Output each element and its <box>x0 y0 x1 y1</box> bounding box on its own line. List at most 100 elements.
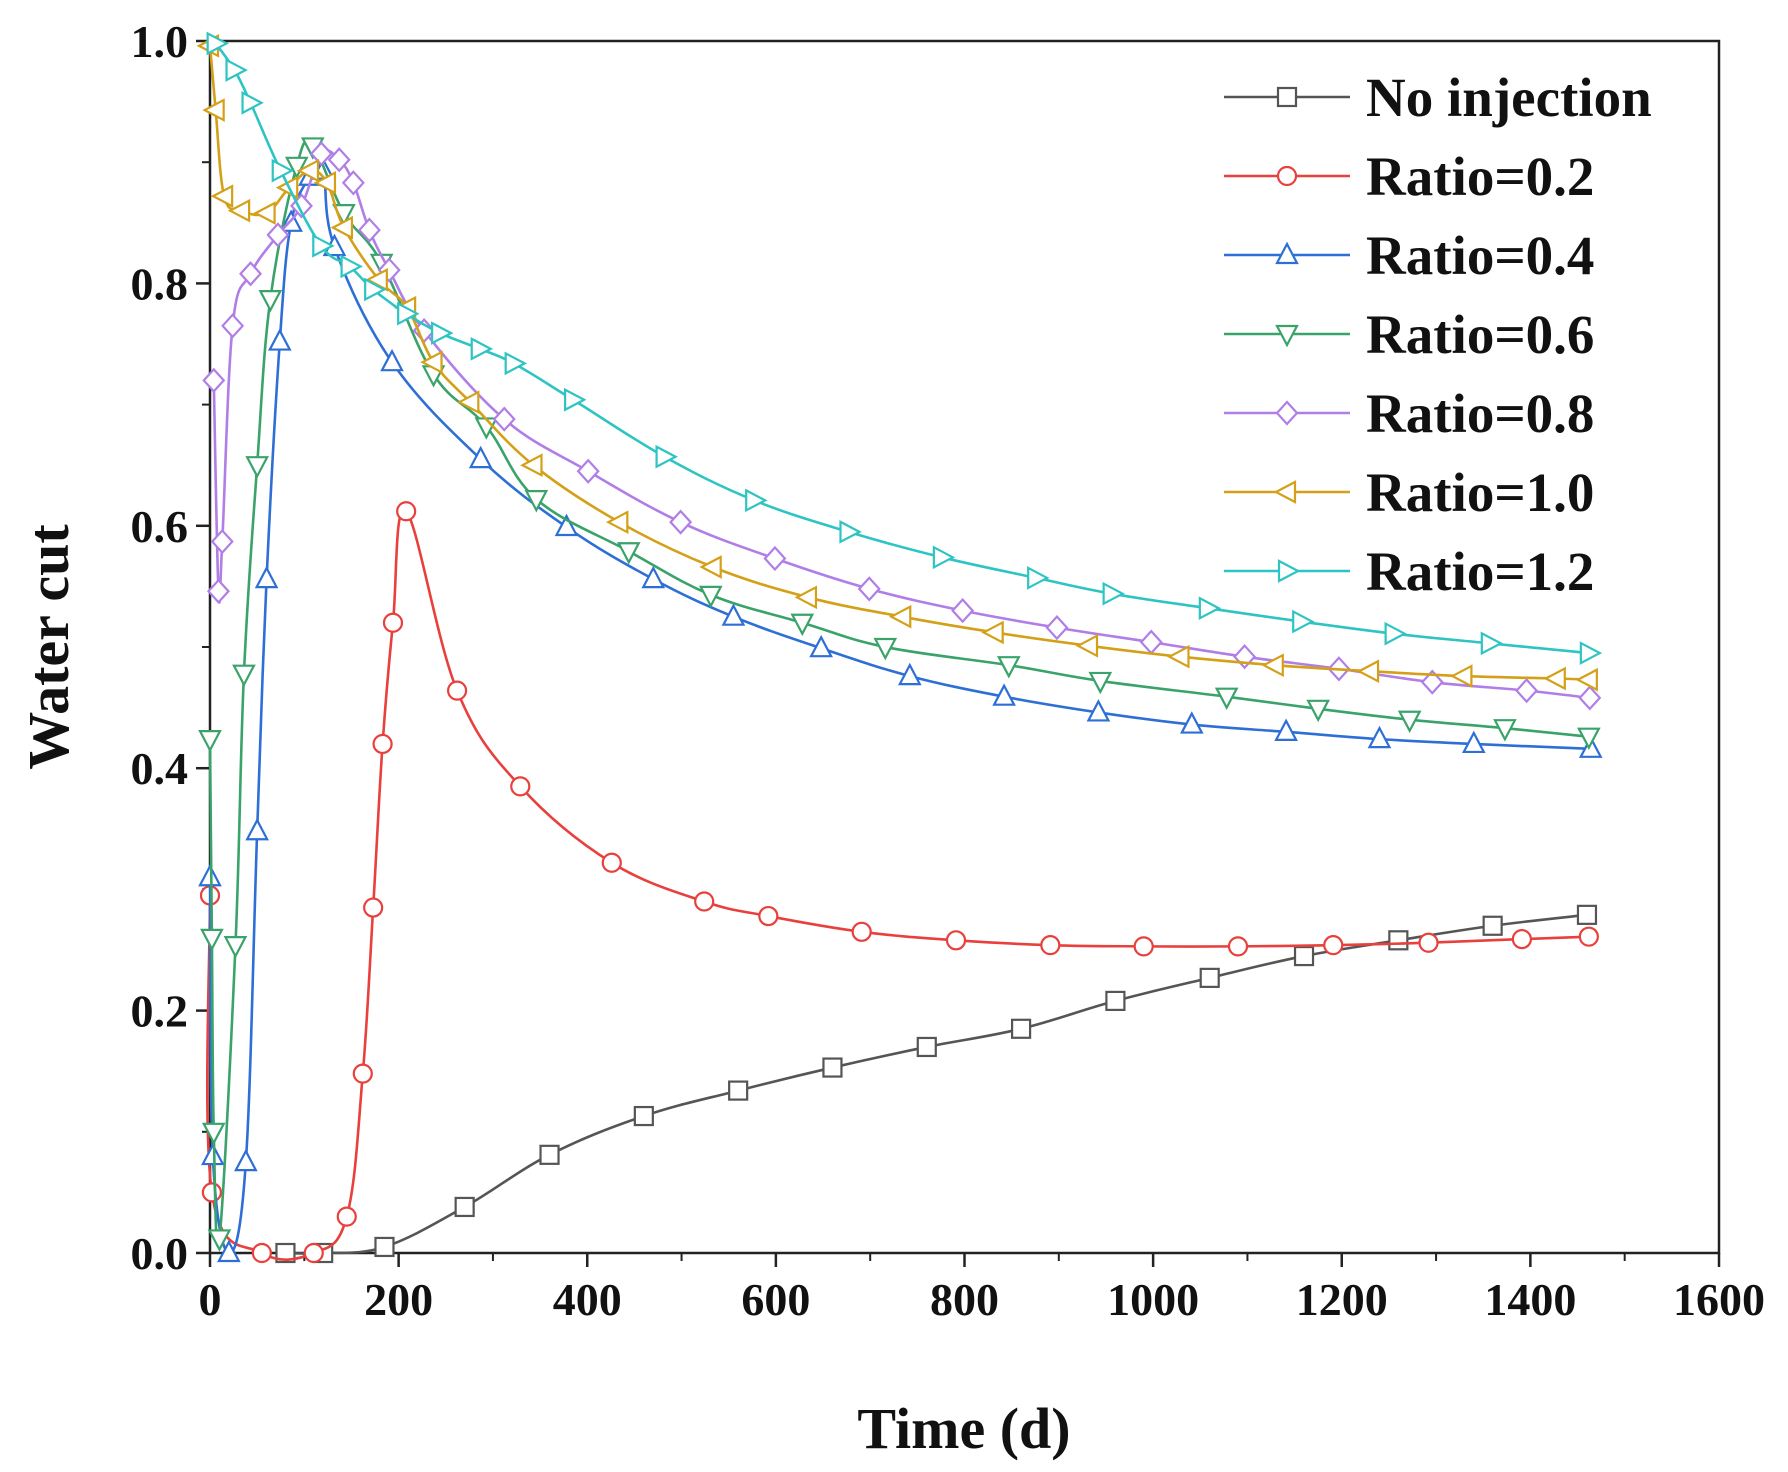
data-point <box>641 565 666 589</box>
x-axis-title: Time (d) <box>857 1396 1070 1461</box>
data-point <box>721 603 746 626</box>
x-tick-label: 400 <box>553 1274 622 1325</box>
data-point <box>207 578 230 604</box>
data-point <box>1045 614 1069 641</box>
data-point <box>420 350 443 375</box>
data-point <box>468 445 493 469</box>
data-point <box>336 1206 357 1227</box>
data-point <box>275 1242 296 1264</box>
data-point <box>201 1142 225 1166</box>
data-point <box>699 555 722 579</box>
series-line <box>205 508 1589 1261</box>
data-point <box>698 585 723 609</box>
data-point <box>1274 718 1298 741</box>
data-point <box>1261 653 1284 678</box>
y-tick-label: 0.4 <box>131 743 189 794</box>
data-point <box>1075 633 1099 658</box>
data-point <box>210 184 234 208</box>
data-point <box>303 1242 324 1264</box>
y-tick-label: 0.6 <box>131 501 189 552</box>
data-point <box>202 98 225 122</box>
data-point <box>1167 644 1190 669</box>
data-point <box>616 542 641 565</box>
data-point <box>330 215 354 240</box>
data-point <box>380 348 404 372</box>
data-point <box>605 510 629 534</box>
data-point <box>1578 926 1599 947</box>
data-point <box>251 1242 272 1264</box>
data-point <box>794 585 818 610</box>
x-tick-label: 0 <box>199 1274 222 1325</box>
data-point <box>352 1063 373 1084</box>
data-point <box>201 1182 222 1203</box>
series-ratio-0-8 <box>202 141 1602 711</box>
data-point <box>1010 1018 1032 1039</box>
data-point <box>284 156 309 180</box>
legend-label: No injection <box>1366 67 1652 128</box>
data-point <box>1482 915 1503 936</box>
data-point <box>207 1229 232 1252</box>
data-point <box>396 501 417 522</box>
data-point <box>225 58 248 82</box>
data-point <box>1480 631 1504 656</box>
data-point <box>232 664 256 688</box>
legend-marker <box>1277 559 1301 583</box>
data-point <box>857 576 881 602</box>
legend-label: Ratio=1.2 <box>1366 541 1594 602</box>
data-point <box>1105 990 1126 1012</box>
data-point <box>888 604 912 629</box>
data-point <box>1027 566 1050 590</box>
data-point <box>1493 719 1517 742</box>
x-tick-label: 1600 <box>1673 1274 1765 1325</box>
data-point <box>492 406 516 432</box>
legend-label: Ratio=1.0 <box>1366 462 1594 523</box>
data-point <box>790 613 815 637</box>
data-point <box>470 337 494 361</box>
data-point <box>1420 669 1444 695</box>
data-point <box>239 261 263 287</box>
data-point <box>601 852 622 873</box>
legend-marker <box>1275 241 1299 265</box>
data-point <box>372 733 393 755</box>
data-point <box>1040 935 1061 956</box>
data-point <box>524 490 549 513</box>
data-point <box>271 158 295 183</box>
x-tick-label: 200 <box>364 1274 433 1325</box>
data-point <box>340 254 363 279</box>
data-point <box>1577 727 1601 751</box>
data-point <box>1576 904 1598 925</box>
data-point <box>1388 930 1409 951</box>
data-point <box>210 528 234 555</box>
data-point <box>1397 710 1422 734</box>
legend-item: Ratio=1.2 <box>1224 541 1594 602</box>
x-tick-label: 1200 <box>1296 1274 1388 1325</box>
data-point <box>309 141 333 167</box>
data-point <box>312 234 335 258</box>
data-point <box>504 351 528 376</box>
series-line <box>285 913 1588 1255</box>
data-point <box>633 1105 654 1127</box>
data-point <box>851 921 872 942</box>
data-point <box>1367 725 1392 749</box>
data-point <box>454 1196 475 1218</box>
legend-marker <box>1276 86 1298 108</box>
data-point <box>1450 664 1473 688</box>
data-point <box>809 634 833 658</box>
data-point <box>363 897 384 918</box>
data-point <box>1133 936 1154 957</box>
data-point <box>202 367 226 393</box>
data-point <box>364 277 387 302</box>
data-point <box>382 612 404 633</box>
data-point <box>1199 967 1220 988</box>
data-point <box>200 928 224 952</box>
data-point <box>1306 699 1330 723</box>
data-point <box>758 905 779 927</box>
series-line <box>208 140 1589 1248</box>
data-point <box>997 656 1021 679</box>
data-point <box>456 390 480 414</box>
data-point <box>397 301 420 326</box>
data-point <box>951 598 975 624</box>
data-point <box>1292 609 1315 634</box>
